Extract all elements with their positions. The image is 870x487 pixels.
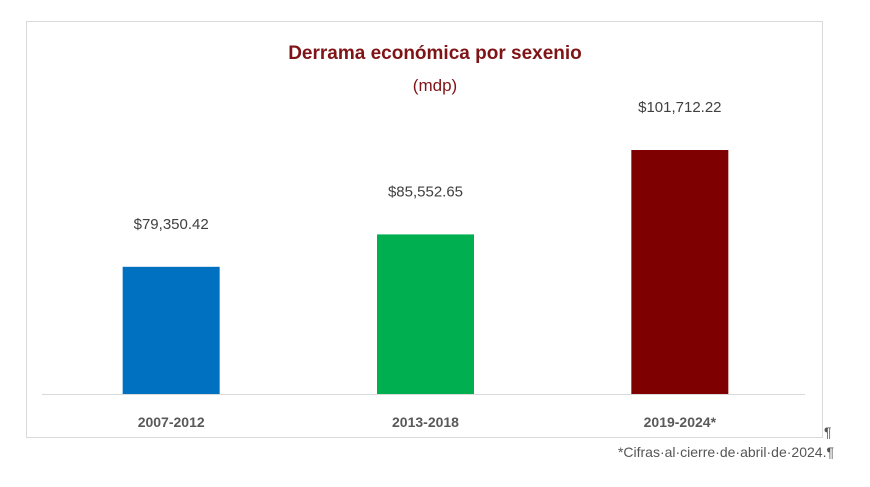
data-label: $79,350.42 bbox=[134, 216, 209, 233]
bar-2013-2018 bbox=[377, 234, 474, 394]
x-tick-label: 2013-2018 bbox=[392, 414, 459, 430]
bar-2007-2012 bbox=[122, 266, 220, 394]
data-label: $85,552.65 bbox=[388, 183, 463, 200]
x-tick-label: 2007-2012 bbox=[138, 414, 205, 430]
footnote-text: *Cifras·al·cierre·de·abril·de·2024. bbox=[617, 444, 827, 460]
pilcrow-mark: ¶ bbox=[824, 424, 832, 440]
bar-2019-2024* bbox=[631, 150, 729, 394]
x-tick-label: 2019-2024* bbox=[644, 414, 717, 430]
chart-title: Derrama económica por sexenio bbox=[288, 43, 582, 64]
footnote: *Cifras·al·cierre·de·abril·de·2024.¶ bbox=[618, 444, 834, 460]
chart-subtitle: (mdp) bbox=[412, 76, 458, 95]
data-label: $101,712.22 bbox=[638, 99, 721, 116]
pilcrow-mark: ¶ bbox=[826, 444, 834, 460]
